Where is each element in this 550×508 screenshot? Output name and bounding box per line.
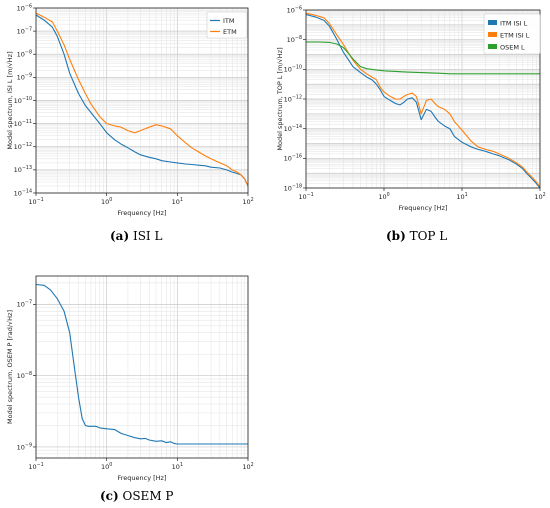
caption-b: (b) TOP L <box>386 229 447 243</box>
y-tick-label: 10−8 <box>287 35 302 44</box>
chart-isi-l: 10−1 100 101 102 10−14 10−13 10−12 10−11 10−10 10… <box>6 3 254 217</box>
y-tick-label: 10−10 <box>14 96 32 105</box>
series-line-0 <box>305 13 541 189</box>
series-line-2 <box>306 41 540 75</box>
chart-top-l: 10−1 100 101 102 10−18 10−16 10−14 10−12 10−10 10… <box>276 5 546 212</box>
y-tick-label: 10−9 <box>17 442 32 451</box>
caption-a-tag: (a) <box>110 229 130 243</box>
y-tick-label: 10−7 <box>17 300 32 309</box>
y-tick-label: 10−11 <box>14 119 32 128</box>
x-tick-label: 10−1 <box>28 462 43 471</box>
y-tick-label: 10−14 <box>284 124 302 133</box>
legend-swatch-0 <box>488 20 497 25</box>
y-tick-label: 10−9 <box>17 73 32 82</box>
caption-b-text: TOP L <box>409 229 448 243</box>
y-tick-label: 10−8 <box>17 50 32 59</box>
caption-b-tag: (b) <box>386 229 406 243</box>
y-tick-label: 10−8 <box>17 371 32 380</box>
y-tick-label: 10−16 <box>284 154 302 163</box>
legend-box <box>483 13 541 55</box>
plot-frame <box>35 275 249 459</box>
legend-entry-0: ITM <box>223 17 235 25</box>
y-tick-label: 10−12 <box>284 94 302 103</box>
grid <box>35 276 249 459</box>
y-tick-label: 10−13 <box>14 165 32 174</box>
x-tick-label: 102 <box>534 192 545 201</box>
legend-entry-1: ETM <box>223 28 237 36</box>
series-line-0 <box>35 14 249 187</box>
legend-entry-0: ITM ISI L <box>500 19 528 27</box>
chart-osem-p: 10−1 100 101 102 10−9 10−8 10−7 Frequency [Hz] M… <box>6 275 254 482</box>
legend-entry-1: ETM ISI L <box>500 31 530 39</box>
x-tick-label: 102 <box>242 462 253 471</box>
legend: ITM ETM <box>206 11 248 39</box>
x-tick-label: 10−1 <box>298 192 313 201</box>
x-axis-label: Frequency [Hz] <box>117 209 166 217</box>
x-tick-label: 100 <box>101 462 112 471</box>
caption-a: (a) ISI L <box>110 229 162 243</box>
x-tick-label: 100 <box>101 197 112 206</box>
x-tick-label: 101 <box>456 192 467 201</box>
x-tick-label: 101 <box>172 462 183 471</box>
y-tick-label: 10−6 <box>287 5 302 14</box>
y-tick-label: 10−12 <box>14 142 32 151</box>
series-line-1 <box>35 12 249 187</box>
legend-swatch-1 <box>488 32 497 37</box>
caption-c: (c) OSEM P <box>100 489 174 503</box>
series-line-1 <box>305 12 541 188</box>
x-tick-label: 100 <box>378 192 389 201</box>
y-axis-label: Model spectrum, OSEM P [rad/√Hz] <box>6 310 14 424</box>
x-axis-label: Frequency [Hz] <box>117 474 166 482</box>
legend: ITM ISI L ETM ISI L OSEM L <box>483 13 541 55</box>
caption-a-text: ISI L <box>132 229 163 243</box>
y-tick-label: 10−6 <box>17 3 32 12</box>
x-tick-label: 102 <box>242 197 253 206</box>
y-axis-label: Model spectrum, TOP L [m/√Hz] <box>276 47 284 150</box>
caption-c-text: OSEM P <box>122 489 174 503</box>
y-tick-label: 10−14 <box>14 188 32 197</box>
x-tick-label: 101 <box>172 197 183 206</box>
x-tick-label: 10−1 <box>28 197 43 206</box>
y-tick-label: 10−7 <box>17 26 32 35</box>
caption-c-tag: (c) <box>100 489 119 503</box>
legend-swatch-2 <box>488 44 497 49</box>
legend-entry-2: OSEM L <box>500 43 525 51</box>
y-axis-label: Model spectrum, ISI L [m/√Hz] <box>6 51 14 149</box>
series-line-0 <box>35 283 248 445</box>
x-axis-label: Frequency [Hz] <box>398 204 447 212</box>
y-tick-label: 10−18 <box>284 183 302 192</box>
y-tick-label: 10−10 <box>284 65 302 74</box>
